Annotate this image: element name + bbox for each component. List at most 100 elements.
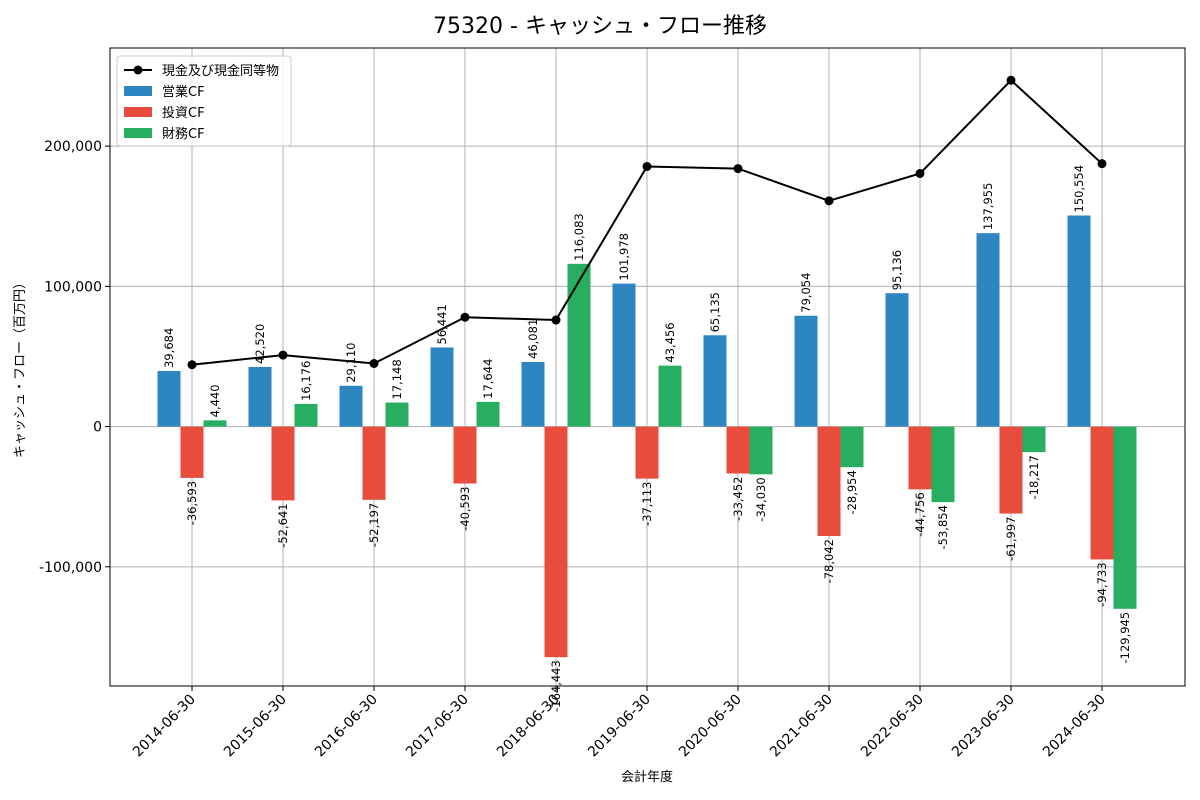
bar-財務CF	[385, 402, 409, 427]
legend-swatch	[124, 107, 152, 117]
cash-line-point	[824, 196, 834, 206]
cash-line-point	[278, 350, 288, 360]
x-tick-label: 2018-06-30	[494, 692, 563, 761]
bar-value-label: 150,554	[1072, 165, 1086, 213]
x-tick-label: 2019-06-30	[585, 692, 654, 761]
bar-value-label: -28,954	[845, 470, 859, 514]
x-tick-label: 2014-06-30	[130, 692, 199, 761]
bar-営業CF	[339, 385, 363, 427]
legend-label: 現金及び現金同等物	[162, 63, 279, 79]
bar-value-label: 95,136	[890, 250, 904, 290]
bar-財務CF	[749, 426, 773, 475]
x-tick-label: 2017-06-30	[403, 692, 472, 761]
legend-marker	[133, 65, 143, 75]
bar-投資CF	[817, 426, 841, 537]
bar-投資CF	[1090, 426, 1114, 560]
bar-営業CF	[521, 361, 545, 427]
legend-label: 営業CF	[162, 84, 205, 100]
bars	[157, 215, 1137, 658]
bar-value-label: -18,217	[1027, 455, 1041, 499]
bar-value-label: 42,520	[253, 324, 267, 364]
bar-財務CF	[1113, 426, 1137, 609]
bar-value-label: 17,148	[390, 359, 404, 399]
bar-value-label: 39,684	[162, 328, 176, 368]
bar-投資CF	[271, 426, 295, 501]
cash-line-point	[187, 360, 197, 370]
x-axis-label: 会計年度	[621, 769, 673, 785]
bar-財務CF	[1022, 426, 1046, 453]
bar-財務CF	[203, 420, 227, 427]
bar-財務CF	[476, 401, 500, 427]
bar-投資CF	[726, 426, 750, 474]
bar-value-label: 43,456	[663, 322, 677, 362]
bar-営業CF	[885, 293, 909, 427]
legend-swatch	[124, 86, 152, 96]
legend-label: 財務CF	[162, 127, 205, 142]
bar-value-label: -36,593	[185, 481, 199, 525]
legend-label: 投資CF	[162, 105, 205, 121]
bar-value-label: 29,110	[344, 343, 358, 383]
bar-営業CF	[612, 283, 636, 427]
x-tick-label: 2020-06-30	[676, 692, 745, 761]
bar-value-label: 116,083	[572, 213, 586, 261]
y-tick-label: 100,000	[44, 279, 102, 295]
bar-営業CF	[157, 370, 181, 427]
cash-line-point	[733, 164, 743, 174]
legend-box	[116, 55, 292, 147]
bar-value-label: 79,054	[799, 272, 813, 312]
cash-line	[187, 75, 1107, 370]
bar-営業CF	[794, 315, 818, 427]
bar-value-label: 16,176	[299, 361, 313, 401]
x-tick-label: 2023-06-30	[949, 692, 1018, 761]
bar-value-label: 17,644	[481, 359, 495, 399]
bar-value-label: -94,733	[1095, 562, 1109, 606]
legend-swatch	[124, 128, 152, 138]
bar-投資CF	[453, 426, 477, 484]
bar-value-label: 137,955	[981, 183, 995, 231]
bar-value-label: -33,452	[731, 476, 745, 520]
y-tick-label: 200,000	[44, 139, 102, 155]
bar-投資CF	[544, 426, 568, 658]
bar-value-label: -44,756	[913, 492, 927, 536]
x-tick-label: 2022-06-30	[858, 692, 927, 761]
bar-value-label: 101,978	[617, 233, 631, 281]
bar-財務CF	[840, 426, 864, 468]
bar-財務CF	[294, 403, 318, 427]
cash-line-point	[369, 358, 379, 368]
data-labels: 39,684 42,520 29,110 56,441 46,081 101,978 65,…	[162, 165, 1132, 712]
y-tick-label: -100,000	[39, 560, 102, 576]
bar-value-label: 46,081	[526, 319, 540, 359]
bar-財務CF	[931, 426, 955, 503]
bar-投資CF	[635, 426, 659, 479]
bar-value-label: -129,945	[1118, 612, 1132, 664]
x-tick-label: 2015-06-30	[221, 692, 290, 761]
y-axis-ticks: -100,000 0 100,000 200,000	[39, 139, 110, 576]
bar-投資CF	[362, 426, 386, 500]
bar-value-label: -52,197	[367, 503, 381, 547]
bar-営業CF	[703, 335, 727, 427]
bar-営業CF	[976, 233, 1000, 427]
cash-line-point	[642, 161, 652, 171]
x-tick-label: 2021-06-30	[767, 692, 836, 761]
cash-line-point	[1097, 159, 1107, 169]
bar-投資CF	[180, 426, 204, 478]
bar-value-label: -78,042	[822, 539, 836, 583]
cash-line-point	[551, 315, 561, 325]
bar-value-label: -37,113	[640, 482, 654, 526]
bar-value-label: -61,997	[1004, 517, 1018, 561]
bar-投資CF	[908, 426, 932, 490]
x-tick-label: 2024-06-30	[1040, 692, 1109, 761]
bar-value-label: -40,593	[458, 487, 472, 531]
x-axis-ticks: 2014-06-30 2015-06-30 2016-06-30 2017-06-30…	[130, 686, 1109, 760]
bar-営業CF	[248, 366, 272, 427]
y-axis-label: キャッシュ・フロー（百万円）	[13, 276, 28, 458]
cash-line-point	[460, 312, 470, 322]
cash-line-point	[915, 168, 925, 178]
x-tick-label: 2016-06-30	[312, 692, 381, 761]
bar-value-label: -53,854	[936, 505, 950, 549]
y-tick-label: 0	[93, 420, 102, 436]
chart-title: 75320 - キャッシュ・フロー推移	[433, 14, 767, 39]
bar-営業CF	[430, 347, 454, 427]
